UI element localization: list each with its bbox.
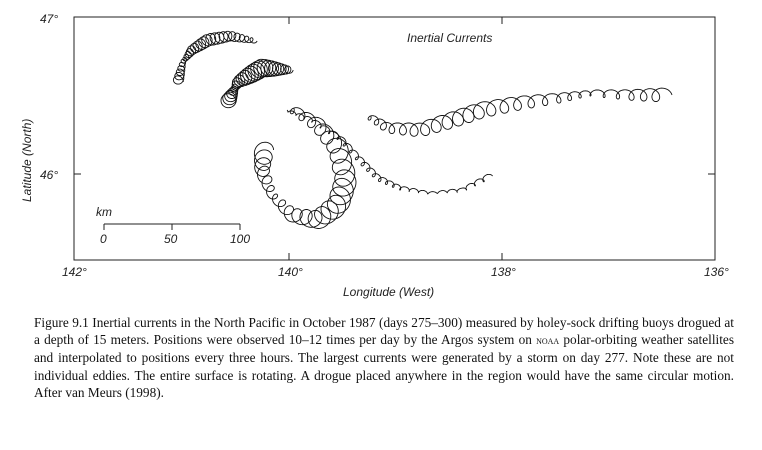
drifter-tracks: [172, 30, 673, 229]
track-east: [367, 87, 673, 137]
scale-bar-tick-50: 50: [164, 232, 178, 246]
x-tick-label-140: 140°: [278, 265, 303, 279]
plot-frame: [73, 16, 716, 261]
scale-bar: km 0 50 100: [96, 205, 250, 246]
y-axis-label: Latitude (North): [20, 119, 34, 202]
x-tick-marks: [74, 17, 715, 260]
x-tick-label-136: 136°: [704, 265, 729, 279]
track-west-arc: [220, 58, 294, 109]
figure-caption: Figure 9.1 Inertial currents in the Nort…: [34, 314, 734, 401]
inset-title: Inertial Currents: [407, 31, 492, 45]
x-axis-label: Longitude (West): [343, 285, 434, 299]
x-tick-label-138: 138°: [491, 265, 516, 279]
y-tick-label-47: 47°: [40, 12, 58, 26]
scale-bar-tick-0: 0: [100, 232, 107, 246]
track-big-loop: [253, 107, 357, 229]
caption-text-2: polar-orbiting weather satellites and in…: [34, 332, 734, 400]
track-center: [286, 109, 493, 195]
scale-bar-unit: km: [96, 205, 112, 219]
track-northwest: [172, 30, 258, 85]
x-tick-label-142: 142°: [62, 265, 87, 279]
y-tick-label-46: 46°: [40, 168, 58, 182]
scale-bar-tick-100: 100: [230, 232, 250, 246]
caption-agency: noaa: [536, 333, 560, 348]
inertial-currents-figure: 47° 46° 142° 140° 138° 136° Longitude (W…: [20, 12, 729, 299]
caption-text-1: Figure 9.1 Inertial currents in the Nort…: [34, 315, 734, 348]
